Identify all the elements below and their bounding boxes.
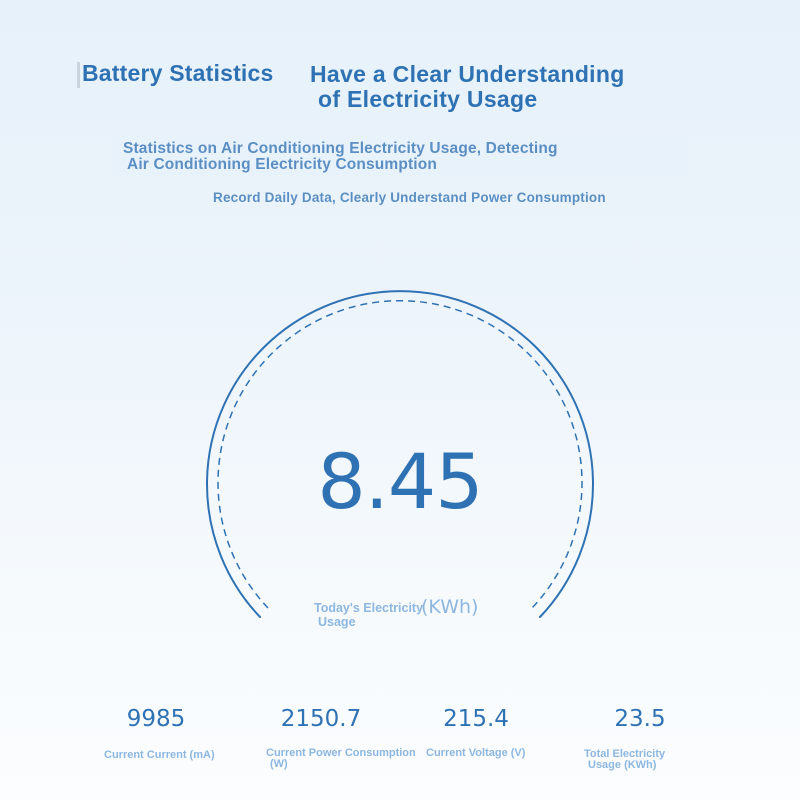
tagline: Record Daily Data, Clearly Understand Po… [213, 190, 606, 205]
stat-current-value: 9985 [126, 706, 186, 732]
gauge-outer-ring [206, 290, 594, 618]
usage-gauge [206, 290, 594, 618]
headline-line-1: Have a Clear Understanding [310, 61, 625, 87]
todays-usage-label-line-1: Today's Electricity [314, 601, 424, 615]
stat-current-label-line-1: Current Current (mA) [104, 749, 215, 761]
stat-voltage-value: 215.4 [443, 706, 509, 732]
stat-voltage-label: Current Voltage (V) [426, 748, 525, 759]
tagline-panel [206, 182, 676, 216]
stat-total-label-line-1: Total Electricity [584, 748, 666, 760]
stat-power-label-line-2: (W) [270, 758, 288, 770]
todays-usage-label-line-2: Usage [318, 615, 356, 629]
subtitle-panel [112, 131, 688, 177]
stat-total-label: Total Electricity Usage (KWh) [584, 749, 665, 771]
stat-power-label-line-1: Current Power Consumption [266, 747, 416, 759]
stat-current-label: Current Current (mA) [104, 750, 215, 761]
stat-voltage-label-line-1: Current Voltage (V) [426, 747, 526, 759]
todays-usage-unit: (KWh) [421, 596, 479, 618]
headline: Have a Clear Understanding of Electricit… [310, 62, 710, 112]
subtitle-description: Statistics on Air Conditioning Electrici… [123, 141, 683, 173]
page-title: Battery Statistics [82, 60, 274, 86]
stat-power-value: 2150.7 [280, 706, 362, 732]
todays-usage-label: Today's Electricity Usage [314, 601, 432, 629]
gauge-inner-dashed-ring [217, 299, 583, 609]
stat-total-value: 23.5 [614, 706, 666, 732]
stat-total-label-line-2: Usage (KWh) [588, 759, 657, 771]
subtitle-line-1: Statistics on Air Conditioning Electrici… [123, 140, 558, 157]
headline-line-2: of Electricity Usage [318, 86, 538, 112]
stat-power-label: Current Power Consumption (W) [266, 748, 416, 770]
todays-usage-value: 8.45 [317, 437, 483, 526]
header-accent-bar [77, 62, 80, 88]
subtitle-line-2: Air Conditioning Electricity Consumption [127, 156, 437, 173]
